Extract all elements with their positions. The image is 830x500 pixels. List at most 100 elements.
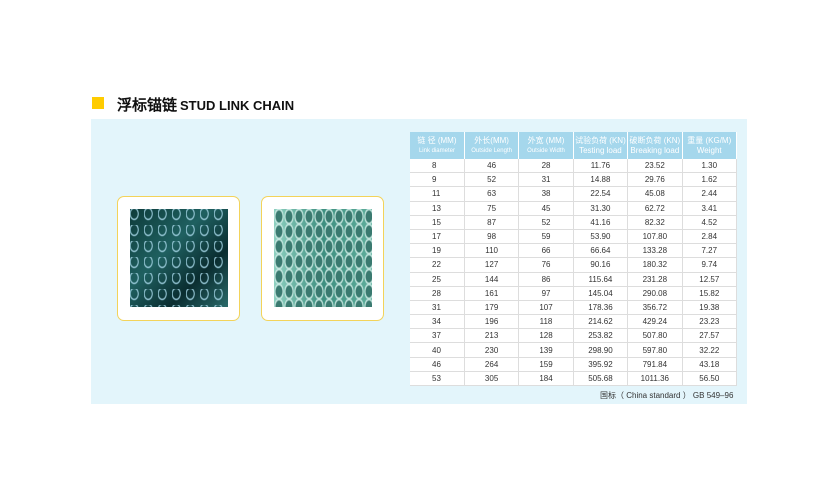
table-cell: 9 (410, 172, 465, 188)
table-cell: 31.30 (573, 201, 629, 216)
table-cell: 12.57 (682, 272, 738, 287)
table-cell: 107 (518, 300, 574, 316)
table-cell: 22 (410, 257, 465, 273)
standard-note: 国标（ China standard ） GB 549–96 (600, 391, 734, 400)
table-cell: 9.74 (682, 257, 738, 273)
table-cell: 184 (518, 371, 574, 387)
table-row: 13 75 45 31.30 62.72 3.41 (410, 201, 738, 216)
table-row: 46 264 159 395.92 791.84 43.18 (410, 357, 738, 372)
table-cell: 110 (464, 243, 520, 259)
table-cell: 2.84 (682, 229, 738, 245)
table-row: 9 52 31 14.88 29.76 1.62 (410, 172, 738, 188)
chain-photo-light (274, 209, 372, 307)
table-cell: 139 (518, 342, 574, 358)
table-cell: 305 (464, 371, 520, 387)
header-cn: 链 径 (MM) (417, 135, 457, 145)
table-row: 11 63 38 22.54 45.08 2.44 (410, 186, 738, 202)
table-cell: 429.24 (627, 314, 683, 330)
table-cell: 3.41 (682, 201, 738, 216)
table-row: 53 305 184 505.68 1011.36 56.50 (410, 371, 738, 387)
table-cell: 395.92 (573, 357, 629, 372)
table-cell: 40 (410, 342, 465, 358)
table-cell: 66.64 (573, 243, 629, 259)
table-cell: 38 (518, 186, 574, 202)
column-header: 外长(MM) Outside Length (464, 132, 520, 159)
table-cell: 97 (518, 286, 574, 301)
table-cell: 23.23 (682, 314, 738, 330)
table-cell: 59 (518, 229, 574, 245)
table-cell: 15 (410, 215, 465, 230)
table-cell: 11 (410, 186, 465, 202)
table-cell: 25 (410, 272, 465, 287)
table-row: 15 87 52 41.16 82.32 4.52 (410, 215, 738, 230)
table-row: 25 144 86 115.64 231.28 12.57 (410, 272, 738, 287)
table-cell: 17 (410, 229, 465, 245)
table-cell: 63 (464, 186, 520, 202)
table-cell: 19.38 (682, 300, 738, 316)
table-cell: 46 (464, 159, 520, 174)
table-row: 17 98 59 53.90 107.80 2.84 (410, 229, 738, 245)
photo-frame-2 (261, 196, 384, 321)
column-header: 链 径 (MM) Link diameter (410, 132, 465, 159)
table-cell: 1.62 (682, 172, 738, 188)
header-cn: 外宽 (MM) (527, 135, 565, 145)
table-cell: 23.52 (627, 159, 683, 174)
spec-table: 链 径 (MM) Link diameter 外长(MM) Outside Lengt… (410, 132, 738, 387)
table-cell: 22.54 (573, 186, 629, 202)
table-cell: 82.32 (627, 215, 683, 230)
table-cell: 107.80 (627, 229, 683, 245)
table-cell: 253.82 (573, 328, 629, 344)
table-cell: 118 (518, 314, 574, 330)
column-header: 试验负荷 (KN) Testing load (573, 132, 629, 159)
table-cell: 507.80 (627, 328, 683, 344)
table-cell: 46 (410, 357, 465, 372)
header-en: Link diameter (418, 147, 455, 154)
header-cn: 破断负荷 (KN) (629, 135, 681, 145)
table-cell: 62.72 (627, 201, 683, 216)
header-cn: 试验负荷 (KN) (575, 135, 626, 145)
table-cell: 11.76 (573, 159, 629, 174)
table-cell: 128 (518, 328, 574, 344)
table-cell: 86 (518, 272, 574, 287)
table-cell: 31 (518, 172, 574, 188)
table-cell: 127 (464, 257, 520, 273)
table-cell: 791.84 (627, 357, 683, 372)
title-en: STUD LINK CHAIN (180, 98, 295, 113)
table-cell: 37 (410, 328, 465, 344)
table-cell: 214.62 (573, 314, 629, 330)
table-cell: 52 (464, 172, 520, 188)
table-cell: 133.28 (627, 243, 683, 259)
table-cell: 597.80 (627, 342, 683, 358)
table-cell: 230 (464, 342, 520, 358)
table-row: 31 179 107 178.36 356.72 19.38 (410, 300, 738, 316)
table-cell: 180.32 (627, 257, 683, 273)
table-cell: 90.16 (573, 257, 629, 273)
table-row: 34 196 118 214.62 429.24 23.23 (410, 314, 738, 330)
table-cell: 87 (464, 215, 520, 230)
table-cell: 32.22 (682, 342, 738, 358)
table-cell: 31 (410, 300, 465, 316)
table-cell: 290.08 (627, 286, 683, 301)
table-cell: 115.64 (573, 272, 629, 287)
table-cell: 159 (518, 357, 574, 372)
table-row: 37 213 128 253.82 507.80 27.57 (410, 328, 738, 344)
table-cell: 34 (410, 314, 465, 330)
table-cell: 505.68 (573, 371, 629, 387)
table-cell: 213 (464, 328, 520, 344)
table-cell: 43.18 (682, 357, 738, 372)
table-cell: 45 (518, 201, 574, 216)
table-cell: 66 (518, 243, 574, 259)
table-cell: 53.90 (573, 229, 629, 245)
table-cell: 8 (410, 159, 465, 174)
table-cell: 264 (464, 357, 520, 372)
table-row: 28 161 97 145.04 290.08 15.82 (410, 286, 738, 301)
table-row: 22 127 76 90.16 180.32 9.74 (410, 257, 738, 273)
column-header: 外宽 (MM) Outside Width (518, 132, 574, 159)
table-cell: 76 (518, 257, 574, 273)
page-title: 浮标锚链 STUD LINK CHAIN (117, 94, 294, 115)
table-cell: 179 (464, 300, 520, 316)
title-cn: 浮标锚链 (117, 97, 178, 114)
table-cell: 52 (518, 215, 574, 230)
header-en: Weight (696, 145, 722, 155)
table-row: 40 230 139 298.90 597.80 32.22 (410, 342, 738, 358)
